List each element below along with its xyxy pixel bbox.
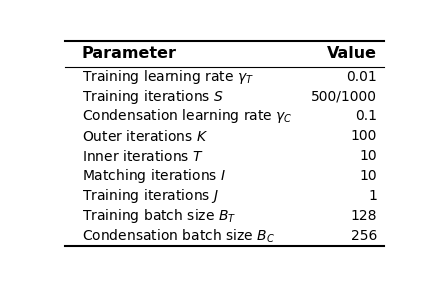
- Text: 500/1000: 500/1000: [311, 89, 377, 104]
- Text: Parameter: Parameter: [82, 46, 177, 61]
- Text: Matching iterations $I$: Matching iterations $I$: [82, 167, 226, 185]
- Text: Training iterations $J$: Training iterations $J$: [82, 187, 219, 205]
- Text: 128: 128: [351, 209, 377, 223]
- Text: 0.01: 0.01: [346, 70, 377, 83]
- Text: Training learning rate $\gamma_T$: Training learning rate $\gamma_T$: [82, 68, 254, 85]
- Text: Inner iterations $T$: Inner iterations $T$: [82, 149, 204, 164]
- Text: 10: 10: [360, 169, 377, 183]
- Text: 0.1: 0.1: [355, 109, 377, 124]
- Text: Outer iterations $K$: Outer iterations $K$: [82, 129, 208, 144]
- Text: 100: 100: [351, 130, 377, 143]
- Text: Condensation learning rate $\gamma_C$: Condensation learning rate $\gamma_C$: [82, 107, 293, 126]
- Text: Training iterations $S$: Training iterations $S$: [82, 87, 224, 106]
- Text: Condensation batch size $B_C$: Condensation batch size $B_C$: [82, 227, 275, 245]
- Text: 256: 256: [351, 229, 377, 243]
- Text: 10: 10: [360, 149, 377, 163]
- Text: 1: 1: [368, 189, 377, 203]
- Text: Training batch size $B_T$: Training batch size $B_T$: [82, 207, 236, 225]
- Text: Value: Value: [327, 46, 377, 61]
